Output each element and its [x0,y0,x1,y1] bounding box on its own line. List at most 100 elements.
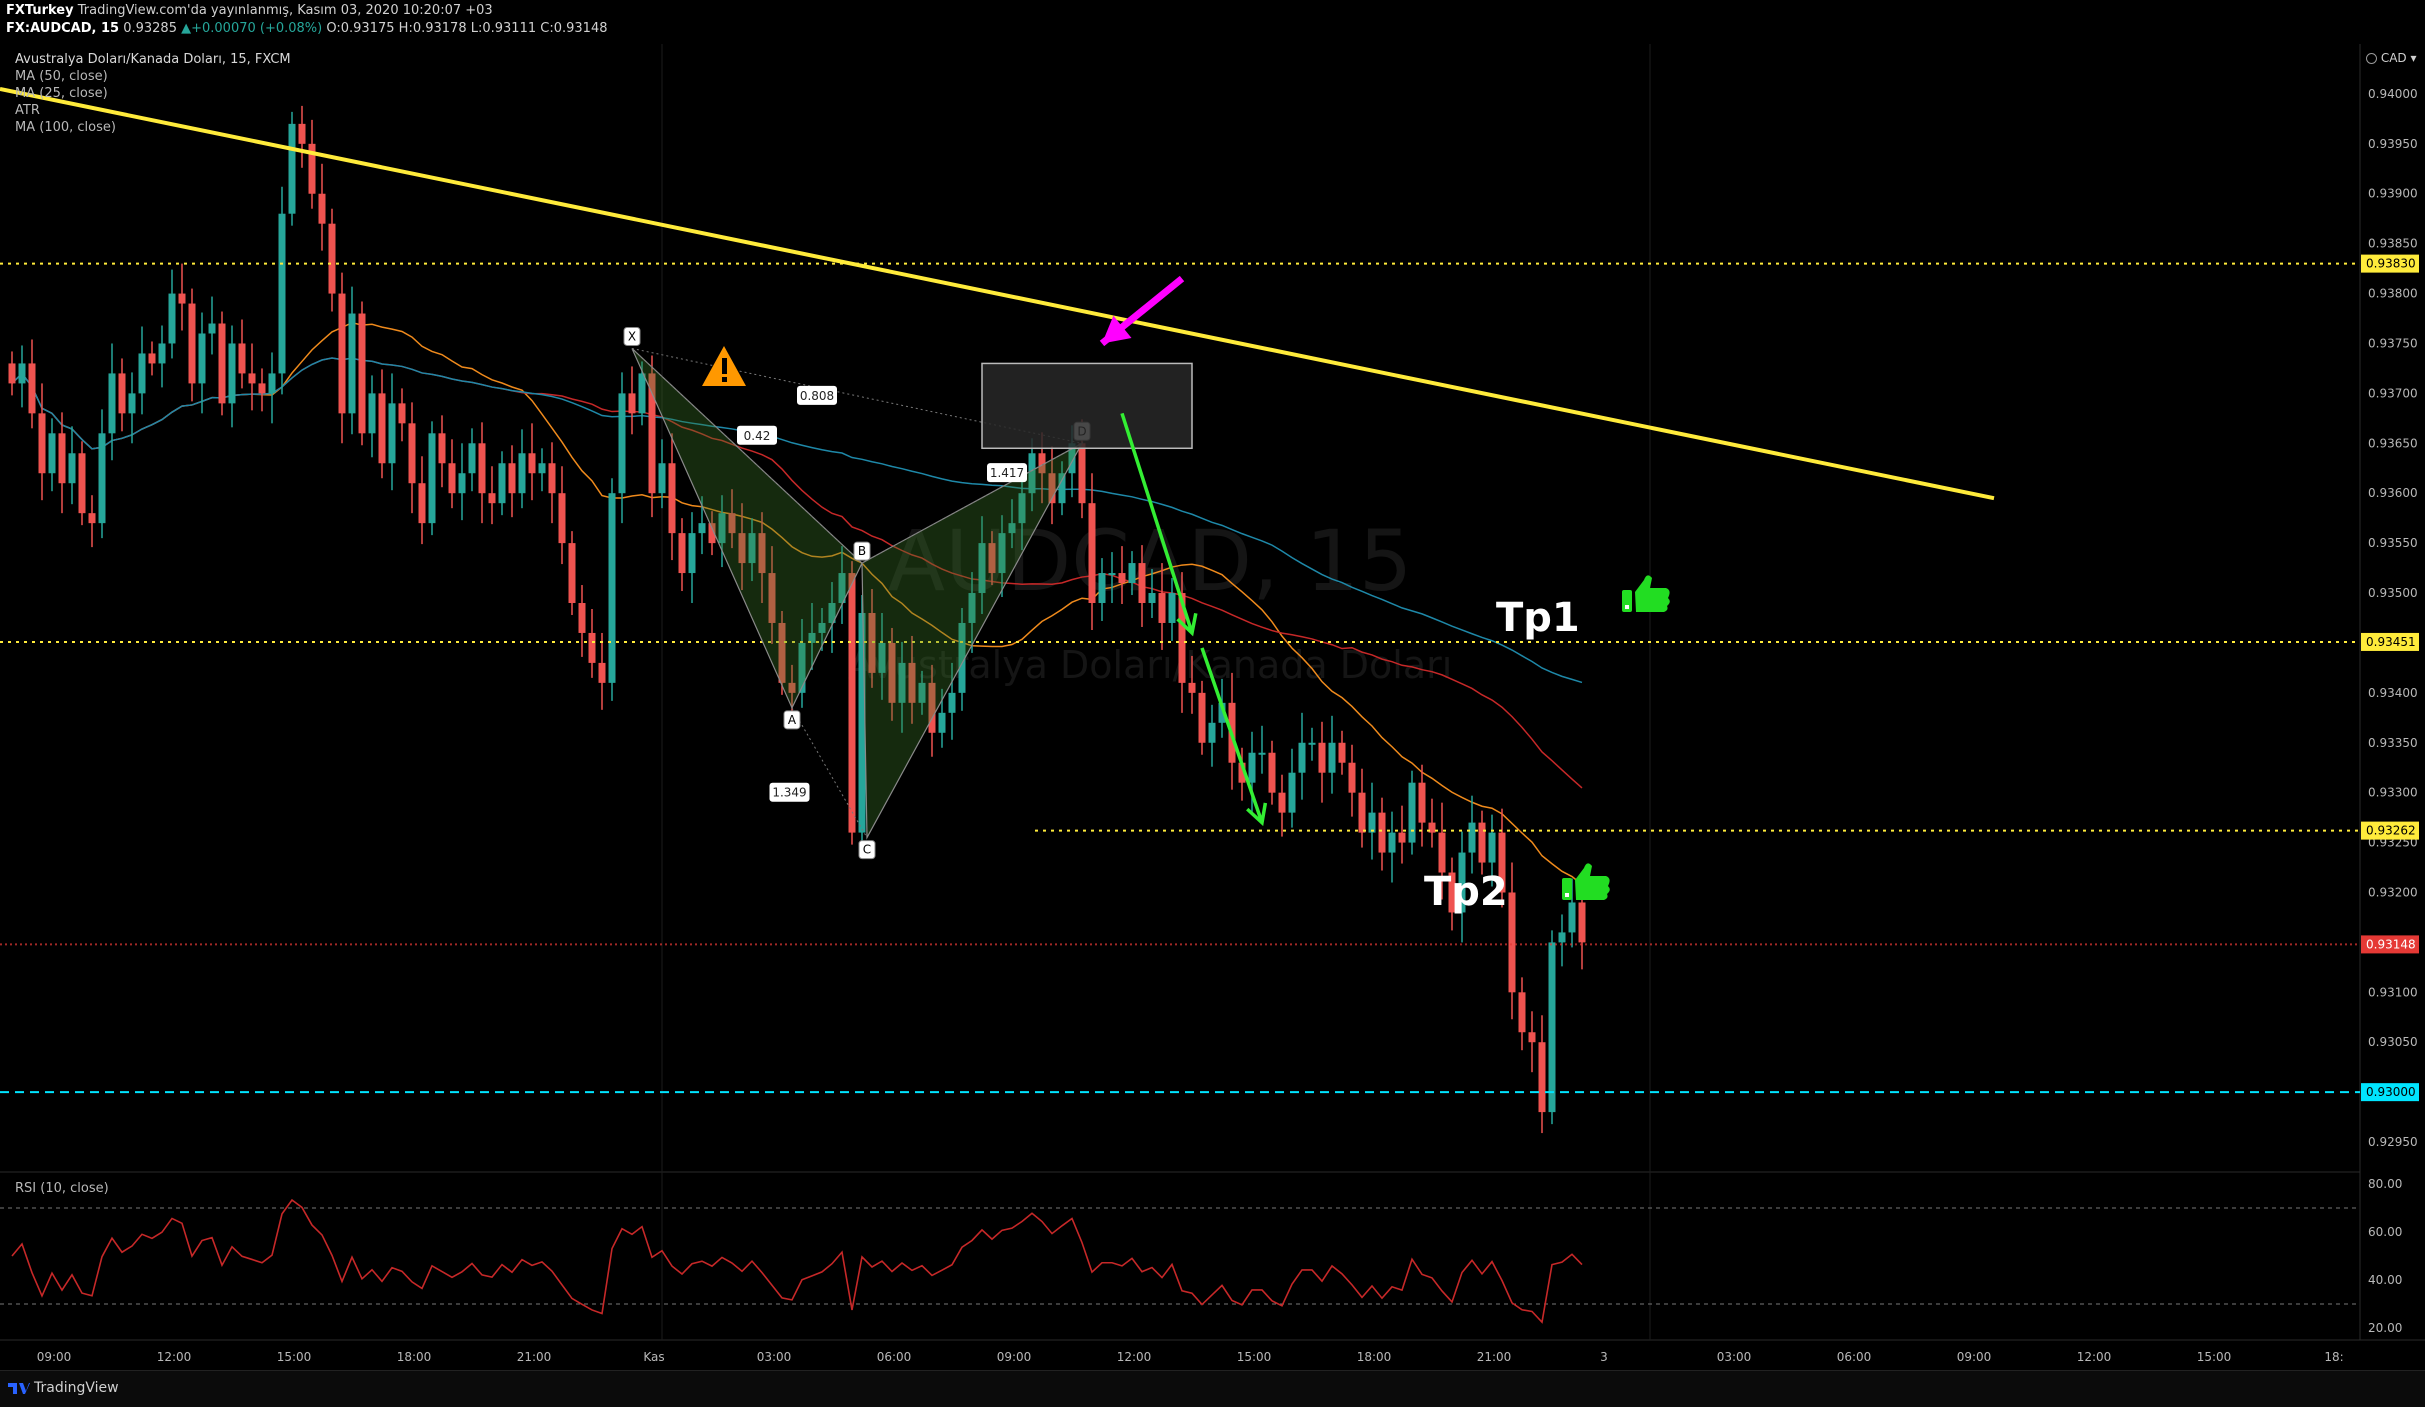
rsi-tick: 80.00 [2368,1177,2402,1191]
candle [598,662,606,683]
candle [668,463,676,534]
price-tick: 0.93500 [2368,586,2418,600]
thumbs-up-icon [1622,575,1670,612]
pattern-ratio-badge[interactable] [769,782,810,802]
time-tick: 06:00 [1837,1350,1872,1364]
candle [458,473,466,494]
candle [1418,782,1426,823]
candle [218,323,226,404]
time-tick: 18:00 [397,1350,432,1364]
pattern-ratio-badge[interactable] [737,425,777,445]
candle [448,463,456,494]
candle [1038,453,1046,474]
candle [358,313,366,434]
price-tag-bg [2361,935,2419,954]
time-tick: 03:00 [757,1350,792,1364]
green-arrow-line[interactable] [1120,412,1194,634]
candle [568,543,576,604]
candle [588,632,596,663]
time-tick: 21:00 [1477,1350,1512,1364]
published-text: TradingView.com'da yayınlanmış, Kasım 03… [77,3,493,18]
candle [818,622,826,633]
chevron-down-icon: ▾ [2410,51,2417,65]
rsi-legend[interactable]: RSI (10, close) [15,1181,109,1196]
pattern-point-b-badge[interactable] [853,541,871,561]
candle [1158,593,1166,623]
instrument-legend[interactable]: Avustralya Doları/Kanada Doları, 15, FXC… [15,52,291,67]
currency-label[interactable]: CAD ▾ [2366,51,2417,65]
candle [828,603,836,623]
time-tick: 15:00 [2197,1350,2232,1364]
candle [108,373,116,434]
candle [128,393,136,414]
price-tag[interactable]: 0.93451 [2366,635,2416,649]
candle [208,323,216,334]
candle [1328,742,1336,773]
candle [658,463,666,494]
candle [348,313,356,414]
time-tick: 15:00 [1237,1350,1272,1364]
price-tag[interactable]: 0.93830 [2366,257,2416,271]
price-tag[interactable]: 0.93000 [2366,1085,2416,1099]
price-tick: 0.93050 [2368,1035,2418,1049]
candle [1178,593,1186,683]
candle [638,373,646,414]
price-change: +0.00070 (+0.08%) [191,21,323,36]
rsi-tick: 60.00 [2368,1225,2402,1239]
pattern-point-a-badge[interactable] [783,710,801,730]
symbol-label[interactable]: FX:AUDCAD, 15 [6,21,120,36]
currency-code: CAD [2380,51,2407,65]
entry-zone-box[interactable] [981,362,1193,450]
candle [228,343,236,404]
indicator-atr[interactable]: ATR [15,103,40,118]
price-tag[interactable]: 0.93148 [2366,937,2416,951]
price-tick: 0.92950 [2368,1135,2418,1149]
candle [1578,902,1586,943]
pattern-ratio-badge[interactable] [797,385,837,405]
indicator-ma100[interactable]: MA (100, close) [15,120,116,135]
candle [278,213,286,374]
price-tick: 0.93350 [2368,736,2418,750]
pattern-ratio-badge[interactable] [987,463,1027,483]
indicator-ma25[interactable]: MA (25, close) [15,86,108,101]
candle [958,622,966,693]
candle [1048,473,1056,504]
pattern-triangle-xab[interactable] [631,348,863,710]
warning-icon [702,346,746,386]
candle [898,662,906,703]
candle [498,463,506,504]
price-tag-bg [2361,254,2419,273]
pattern-ratio-label: 0.808 [800,389,834,403]
candle [918,682,926,703]
publisher-name[interactable]: FXTurkey [6,3,74,18]
candle [1518,992,1526,1033]
green-arrow-line[interactable] [1200,647,1264,824]
trendline[interactable] [0,86,1995,501]
candle [268,373,276,394]
candle [1078,443,1086,504]
candle [1338,742,1346,763]
candle [508,463,516,494]
time-tick: 09:00 [997,1350,1032,1364]
tradingview-logo[interactable]: TradingView [8,1380,119,1396]
price-tag[interactable]: 0.93262 [2366,824,2416,838]
candle [48,433,56,474]
price-tick: 0.93550 [2368,536,2418,550]
price-tick: 0.94000 [2368,87,2418,101]
pattern-point-c: C [863,843,871,857]
candle [1468,822,1476,853]
candle [488,493,496,504]
indicator-ma50[interactable]: MA (50, close) [15,69,108,84]
pattern-ratio-label: 1.349 [772,786,806,800]
candle [1248,752,1256,783]
candle [1018,493,1026,524]
tp2-label: Tp2 [1424,869,1508,915]
pattern-point-x-badge[interactable] [623,326,641,346]
candle [1148,593,1156,604]
pattern-point-c-badge[interactable] [858,840,876,860]
candle [68,453,76,484]
candle [38,413,46,474]
candle [768,573,776,623]
candle [398,403,406,424]
